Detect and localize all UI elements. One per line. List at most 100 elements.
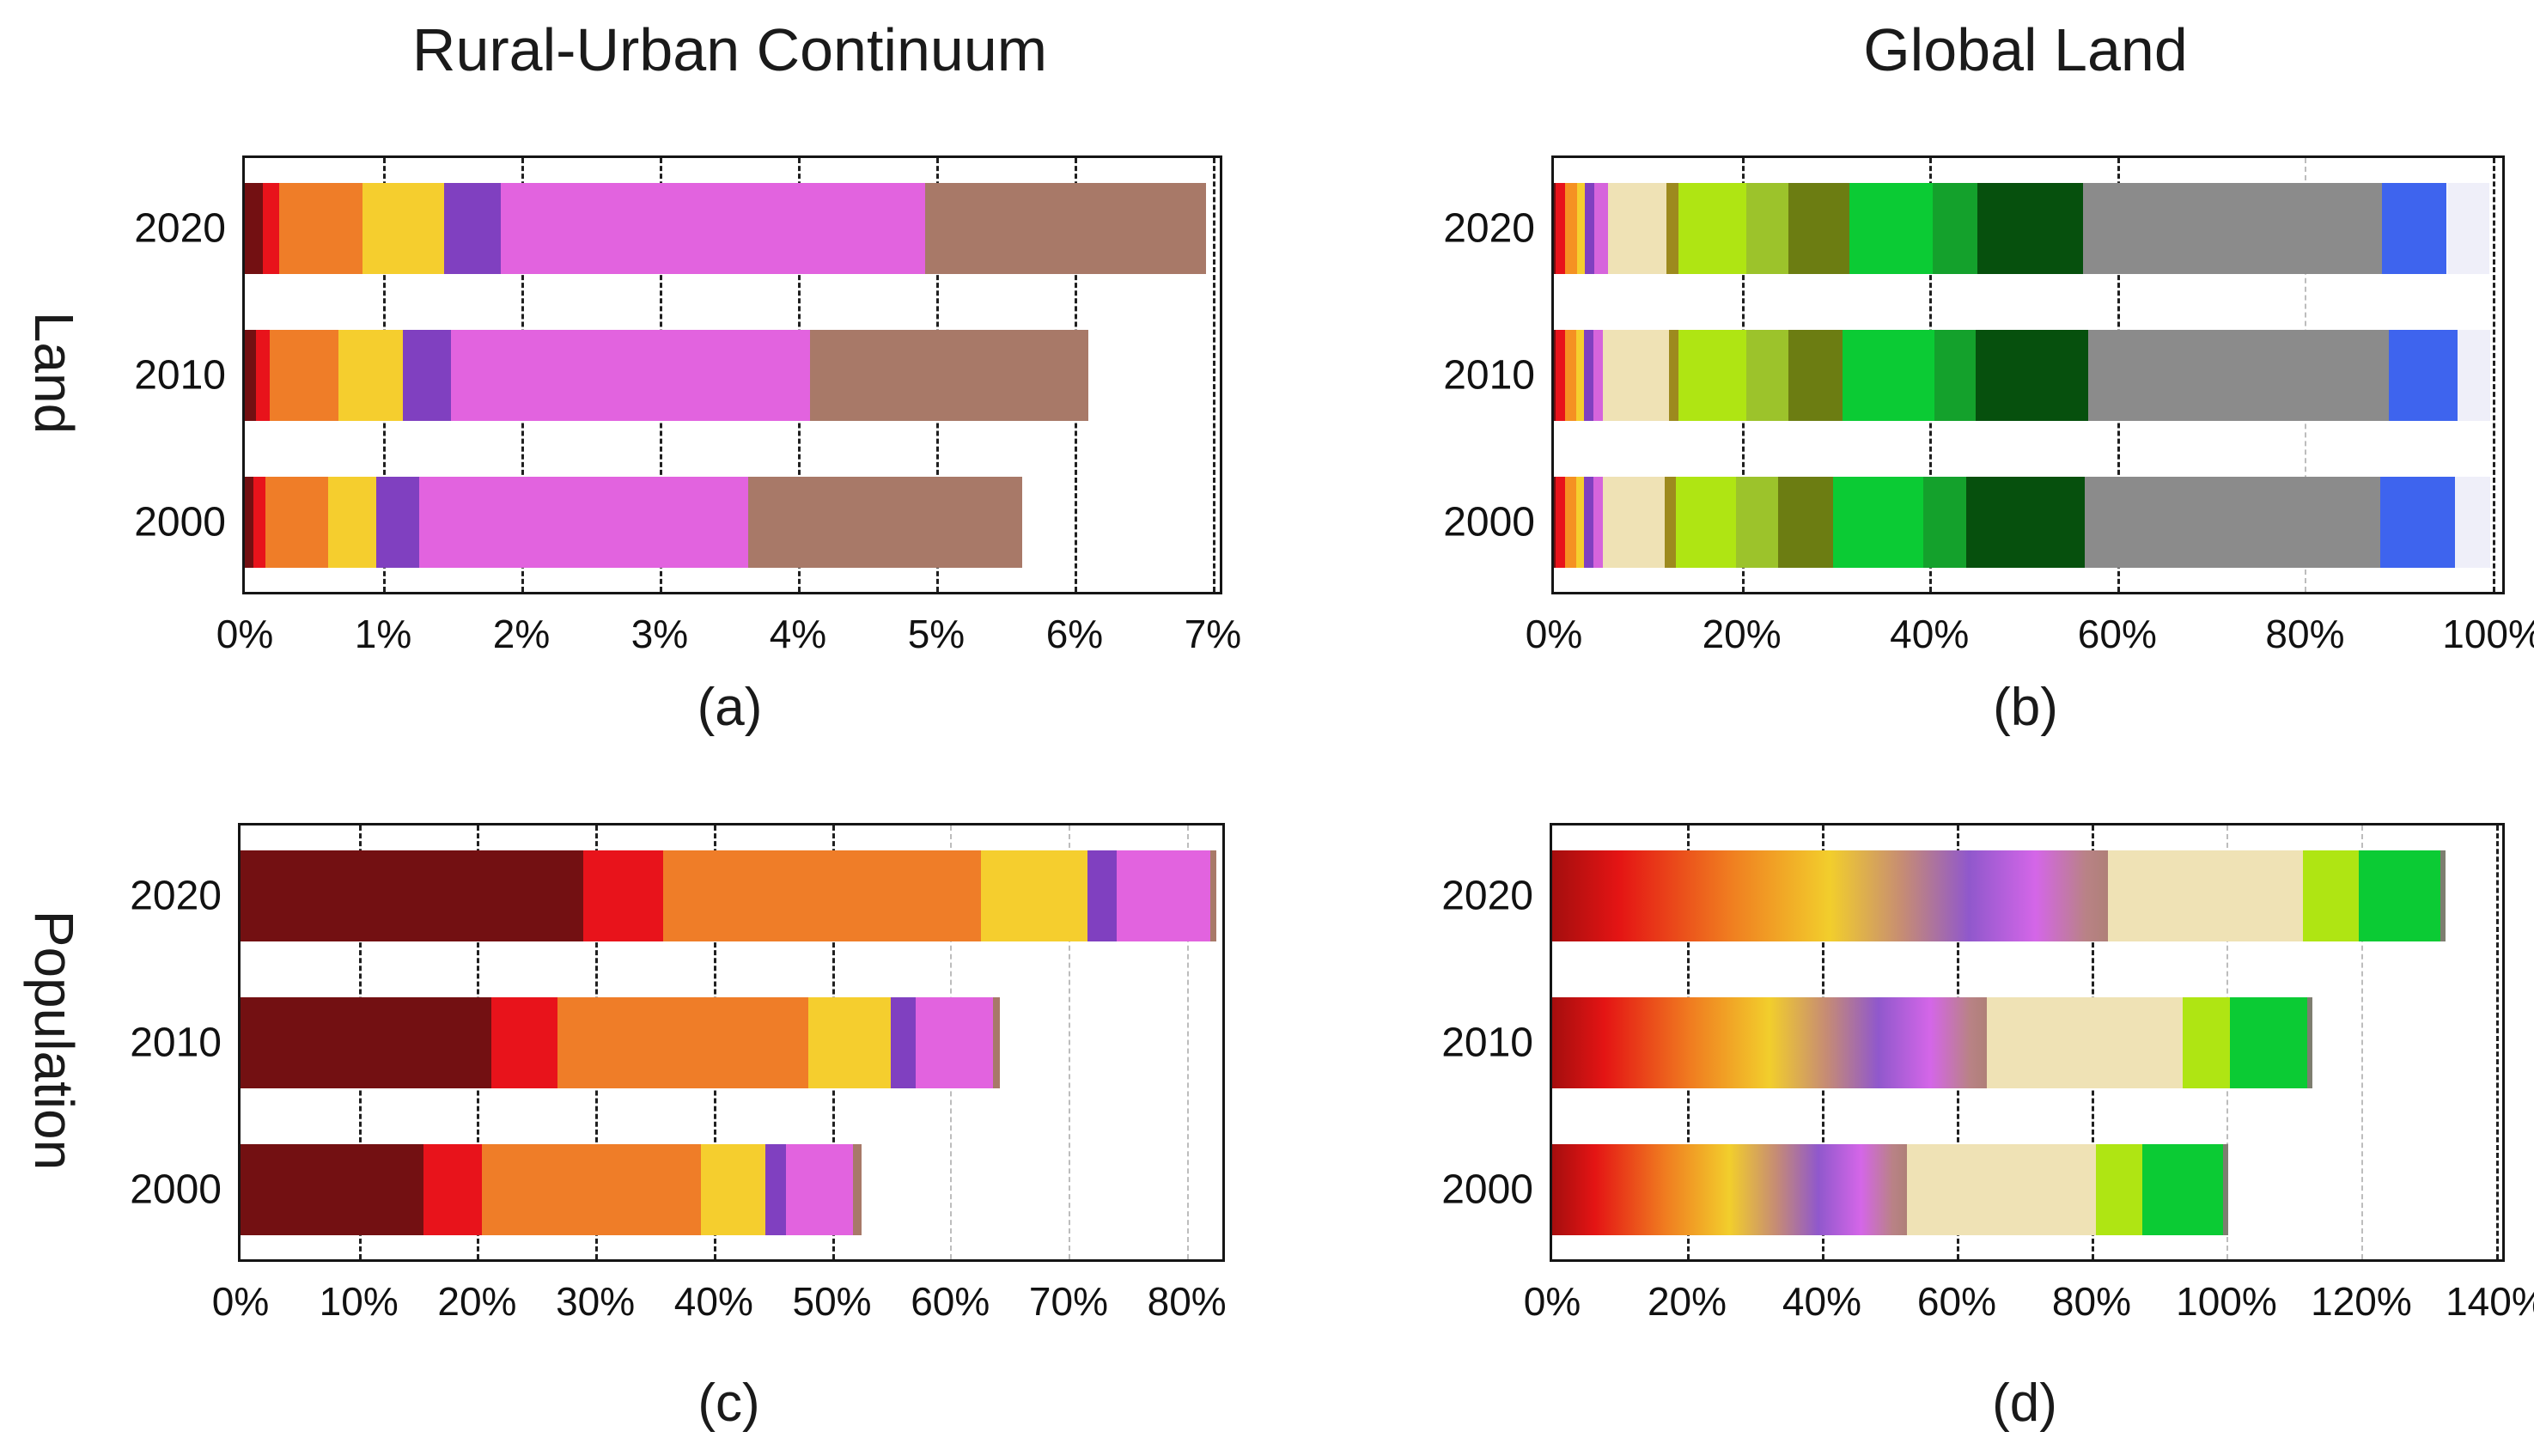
bar-segment-dark-red (241, 850, 584, 941)
panel-c-plot: 0% 10% 20% 30% 40% 50% 60% 70% 80% 2020 2010 2000 (130, 823, 1227, 1324)
bar-gradient-segment (1552, 850, 2108, 941)
panel-a-title: Rural-Urban Continuum (411, 16, 1048, 83)
bar-segment-lavender (2455, 477, 2490, 568)
bar-segment-yellow-green (1678, 330, 1747, 421)
x-tick-label: 0% (216, 612, 274, 656)
bar-segment-green (2358, 850, 2440, 941)
gridline (1186, 825, 1189, 1259)
gridline (1068, 825, 1070, 1259)
bar-segment-brown (748, 477, 1022, 568)
y-tick-label: 2010 (1443, 352, 1535, 399)
bar-segment-orange (662, 850, 982, 941)
y-tick-label: 2000 (1441, 1167, 1533, 1213)
bar-segment-dark-red (245, 183, 263, 274)
bar-segment-purple (1583, 477, 1593, 568)
bar-segment-yellow-green (2096, 1144, 2142, 1235)
bar-segment-yellow-green (1676, 477, 1737, 568)
bar-segment-orchid (418, 477, 748, 568)
bar-segment-purple (1087, 850, 1118, 941)
bar-segment-olive-green (1778, 477, 1833, 568)
x-tick-label: 0% (1525, 612, 1583, 656)
x-tick-label: 2% (492, 612, 551, 656)
bar-segment-dark-sliver (2307, 997, 2313, 1088)
bar-segment-gold (1576, 330, 1584, 421)
y-tick-label: 2020 (130, 873, 222, 919)
bar-segment-red (490, 997, 558, 1088)
bar-segment-green (1832, 477, 1923, 568)
x-tick-label: 5% (907, 612, 965, 656)
y-tick-label: 2000 (1443, 499, 1535, 545)
bar-segment-green (1849, 183, 1933, 274)
x-tick-label: 1% (354, 612, 412, 656)
y-axis-group-label-land: Land (23, 311, 85, 435)
bar-segment-purple (375, 477, 419, 568)
bar-segment-yellow-green (1678, 183, 1747, 274)
bar-segment-olive (1666, 183, 1679, 274)
bar-segment-gold (808, 997, 892, 1088)
x-tick-label: 20% (437, 1279, 517, 1324)
x-tick-label: 80% (1147, 1279, 1227, 1324)
bar-segment-gold (338, 330, 403, 421)
y-tick-label: 2010 (1441, 1020, 1533, 1066)
bar-segment-brown (992, 997, 1001, 1088)
x-tick-label: 80% (2051, 1279, 2131, 1324)
bar-segment-gold (981, 850, 1087, 941)
bar-segment-lavender (2446, 183, 2489, 274)
y-tick-label: 2020 (134, 205, 226, 252)
bar-segment-orchid (500, 183, 926, 274)
bar-segment-dark-sliver (2440, 850, 2446, 941)
x-tick-label: 50% (792, 1279, 872, 1324)
bar-segment-purple (1583, 330, 1593, 421)
bar-segment-dark-red (245, 477, 253, 568)
bar-segment-orchid (916, 997, 993, 1088)
bar-segment-orchid (1593, 477, 1603, 568)
bar-segment-green (2229, 997, 2308, 1088)
bar-segment-wheat (2107, 850, 2304, 941)
x-tick-label: 40% (673, 1279, 753, 1324)
bar-segment-purple (891, 997, 917, 1088)
x-tick-label: 4% (769, 612, 827, 656)
bar-segment-wheat (1906, 1144, 2097, 1235)
bar-segment-dark-sliver (2223, 1144, 2229, 1235)
bar-segment-orange (1565, 183, 1578, 274)
bar-segment-dark-red (241, 1144, 424, 1235)
bar-segment-green (2141, 1144, 2224, 1235)
gridline (2493, 158, 2496, 592)
bar-segment-gray (2083, 183, 2383, 274)
bar-segment-red (262, 183, 280, 274)
bar-segment-brown (925, 183, 1206, 274)
bar-segment-wheat (1608, 183, 1667, 274)
bar-segment-orange (265, 477, 328, 568)
y-tick-label: 2010 (130, 1020, 222, 1066)
bar-segment-orange (557, 997, 808, 1088)
bar-segment-blue (2382, 183, 2447, 274)
y-tick-label: 2010 (134, 352, 226, 399)
bar-segment-orange (1565, 330, 1577, 421)
bar-segment-olive (1669, 330, 1679, 421)
bar-segment-blue (2379, 477, 2456, 568)
x-tick-label: 60% (2077, 612, 2157, 656)
bar-segment-medium-yellow-green (1746, 183, 1789, 274)
bar-segment-gold (362, 183, 444, 274)
y-tick-label: 2020 (1443, 205, 1535, 252)
bar-segment-orchid (1593, 330, 1603, 421)
bar-segment-gold (1577, 183, 1586, 274)
bar-segment-gray (2087, 330, 2389, 421)
bar-segment-dark-green (1975, 330, 2088, 421)
bar-segment-yellow-green (2303, 850, 2359, 941)
bar-segment-medium-green (1934, 330, 1976, 421)
gridline (1212, 158, 1215, 592)
x-tick-label: 6% (1045, 612, 1104, 656)
bar-segment-brown (1210, 850, 1217, 941)
bar-segment-dark-red (1554, 477, 1556, 568)
bar-segment-brown (810, 330, 1089, 421)
panel-b-plot: 0% 20% 40% 60% 80% 100% 2020 2010 2000 (1443, 155, 2534, 656)
y-tick-label: 2000 (134, 499, 226, 545)
panel-d-caption: (d) (1992, 1374, 2057, 1433)
bar-segment-purple (402, 330, 451, 421)
x-tick-label: 100% (2442, 612, 2534, 656)
bar-segment-red (1556, 183, 1566, 274)
bar-segment-wheat (1987, 997, 2183, 1088)
bar-segment-dark-red (245, 330, 256, 421)
bar-segment-olive-green (1788, 183, 1850, 274)
